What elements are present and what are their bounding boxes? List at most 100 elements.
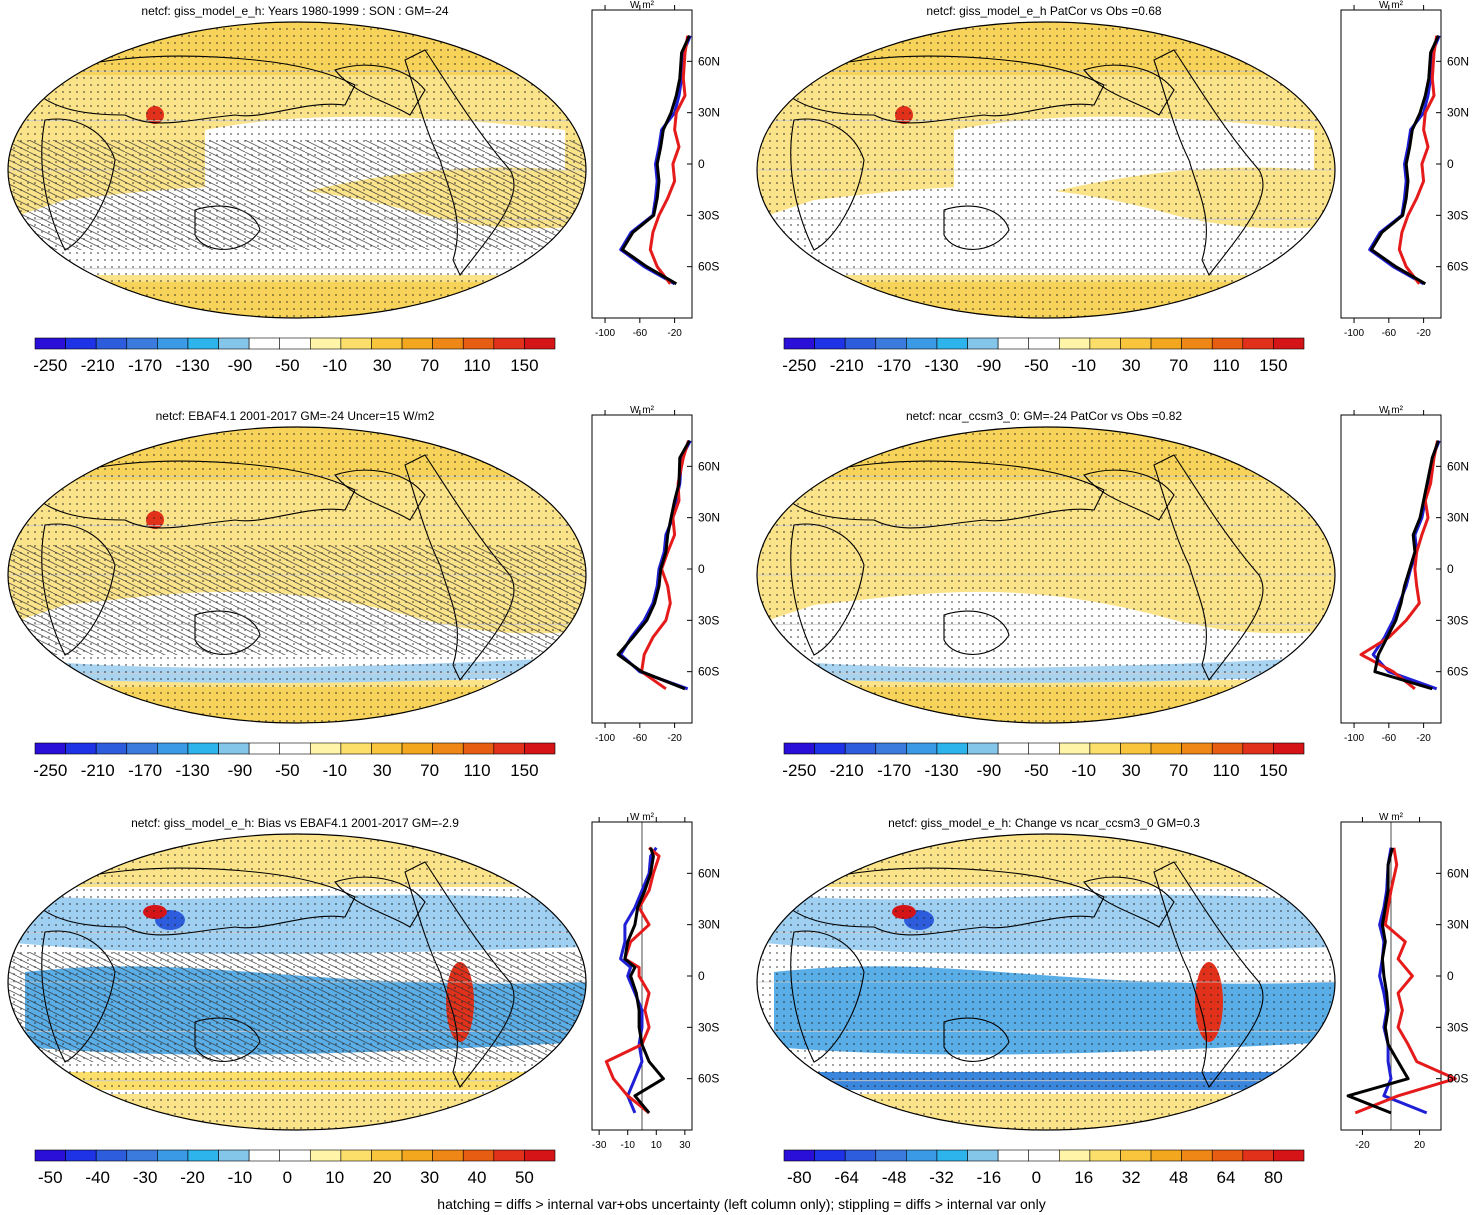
- colorbar-label: -210: [830, 356, 864, 375]
- zonal-mean-x-tick: 20: [1414, 1140, 1426, 1151]
- colorbar-box: [187, 742, 219, 755]
- colorbar-box: [493, 337, 525, 350]
- zonal-mean-series-2: [1354, 847, 1457, 1115]
- zonal-mean-lat-label: 30N: [1447, 511, 1469, 525]
- colorbar-label: -10: [1071, 356, 1096, 375]
- colorbar-box: [997, 742, 1030, 755]
- zonal-mean-x-tick: -30: [592, 1140, 607, 1151]
- zonal-mean-series-3: [616, 439, 691, 691]
- colorbar-label: -50: [1024, 356, 1049, 375]
- colorbar-box: [95, 1149, 128, 1162]
- colorbar-box: [844, 742, 877, 755]
- colorbar-box: [218, 742, 250, 755]
- colorbar-box: [967, 1149, 999, 1162]
- colorbar-label: -130: [925, 761, 959, 780]
- zonal-mean-x-tick: 10: [651, 1140, 663, 1151]
- colorbar-box: [1028, 742, 1060, 755]
- colorbar-label: 150: [510, 356, 538, 375]
- colorbar-box: [1150, 1149, 1182, 1162]
- colorbar-label: -90: [228, 761, 253, 780]
- colorbar-label: -250: [782, 761, 816, 780]
- zonal-mean-x-tick: -100: [595, 328, 615, 339]
- colorbar-box: [248, 1149, 281, 1162]
- colorbar-box: [95, 742, 128, 755]
- colorbar-box: [906, 742, 938, 755]
- colorbar-label: -170: [877, 356, 911, 375]
- colorbar-box: [1273, 742, 1305, 755]
- map: [756, 426, 1336, 724]
- colorbar-box: [371, 742, 403, 755]
- colorbar-box: [783, 337, 815, 350]
- colorbar-label: 150: [510, 761, 538, 780]
- colorbar-label: 110: [463, 761, 490, 780]
- colorbar-label: -10: [1071, 761, 1096, 780]
- zonal-mean-x-tick: -20: [1355, 1140, 1370, 1151]
- colorbar: -250 -210 -170 -130 -90 -50 -10 30 70 110 150: [33, 337, 556, 375]
- colorbar-box: [95, 337, 128, 350]
- colorbar-label: 30: [1122, 356, 1141, 375]
- zonal-mean-plot: W m² -20 20 60N 30N 0 30S 60S: [1340, 812, 1469, 1151]
- colorbar-box: [340, 1149, 372, 1162]
- zonal-mean-series-3: [1373, 440, 1440, 691]
- colorbar-box: [1089, 337, 1121, 350]
- zonal-mean-unit: W m²: [1379, 812, 1404, 823]
- colorbar-box: [126, 742, 158, 755]
- zonal-mean-lat-label: 60S: [1447, 1072, 1468, 1086]
- colorbar-box: [1242, 1149, 1274, 1162]
- colorbar-label: -170: [128, 761, 162, 780]
- colorbar-box: [462, 742, 495, 755]
- zonal-mean-series-2: [1397, 35, 1439, 285]
- zonal-mean-unit: W m²: [1379, 405, 1404, 416]
- map: [7, 833, 587, 1131]
- colorbar-box: [401, 742, 433, 755]
- colorbar-label: -20: [180, 1168, 205, 1187]
- colorbar-label: -210: [81, 356, 115, 375]
- zonal-mean-series-3: [623, 847, 665, 1114]
- colorbar-box: [814, 1149, 846, 1162]
- zonal-mean-lat-label: 60N: [1447, 866, 1469, 880]
- zonal-mean-lat-label: 0: [698, 157, 705, 171]
- zonal-mean-series-2: [604, 846, 661, 1115]
- colorbar-box: [462, 337, 495, 350]
- colorbar-label: 30: [373, 356, 392, 375]
- colorbar-label: 10: [325, 1168, 344, 1187]
- colorbar-label: 70: [1169, 761, 1188, 780]
- zonal-mean-lat-label: 30N: [698, 918, 720, 932]
- colorbar-box: [1028, 337, 1060, 350]
- colorbar-box: [1211, 1149, 1244, 1162]
- colorbar-box: [218, 1149, 250, 1162]
- colorbar-label: 150: [1259, 356, 1287, 375]
- colorbar-box: [814, 742, 846, 755]
- colorbar-box: [1181, 1149, 1213, 1162]
- colorbar-box: [1120, 742, 1152, 755]
- colorbar-box: [309, 337, 342, 350]
- zonal-mean-lat-label: 60N: [698, 54, 720, 68]
- zonal-mean-lat-label: 0: [1447, 969, 1454, 983]
- colorbar-box: [875, 1149, 907, 1162]
- zonal-mean-series-2: [1359, 440, 1439, 690]
- zonal-mean-lat-label: 60N: [1447, 54, 1469, 68]
- colorbar-box: [157, 742, 189, 755]
- zonal-mean-x-tick: -100: [595, 733, 615, 744]
- panel-title: netcf: EBAF4.1 2001-2017 GM=-24 Uncer=15…: [155, 409, 435, 423]
- colorbar-box: [1150, 337, 1182, 350]
- zonal-mean-series-3: [1369, 35, 1440, 286]
- zonal-mean-lat-label: 30N: [698, 511, 720, 525]
- panel-title: netcf: ncar_ccsm3_0: GM=-24 PatCor vs Ob…: [905, 409, 1183, 423]
- colorbar-label: -48: [882, 1168, 907, 1187]
- zonal-mean-lat-label: 0: [698, 562, 705, 576]
- zonal-mean-lat-label: 60S: [698, 1072, 719, 1086]
- colorbar-label: -210: [81, 761, 115, 780]
- colorbar-box: [126, 337, 158, 350]
- colorbar: -50 -40 -30 -20 -10 0 10 20 30 40 50: [34, 1149, 556, 1187]
- colorbar-box: [371, 337, 403, 350]
- zonal-mean-unit: W m²: [1379, 0, 1404, 11]
- colorbar-box: [1273, 1149, 1305, 1162]
- colorbar-box: [906, 1149, 938, 1162]
- colorbar-box: [844, 1149, 877, 1162]
- colorbar-box: [340, 337, 372, 350]
- zonal-mean-series-1: [619, 846, 658, 1114]
- colorbar-label: -40: [85, 1168, 110, 1187]
- colorbar-box: [157, 337, 189, 350]
- colorbar-label: -130: [925, 356, 959, 375]
